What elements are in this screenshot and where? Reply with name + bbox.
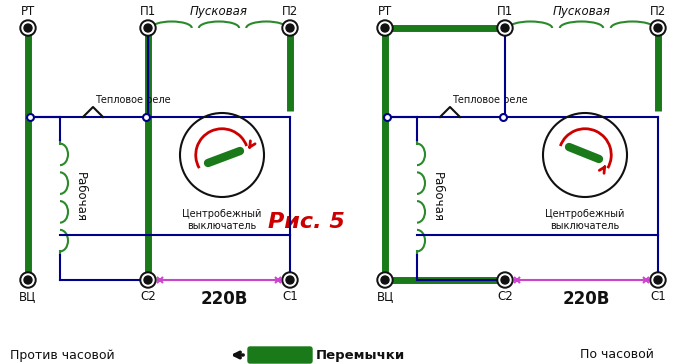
- Circle shape: [654, 276, 662, 284]
- Text: По часовой: По часовой: [580, 348, 654, 361]
- Text: П2: П2: [650, 5, 666, 18]
- Circle shape: [282, 272, 298, 288]
- Circle shape: [284, 274, 296, 286]
- Text: ВЦ: ВЦ: [20, 290, 36, 303]
- Circle shape: [284, 22, 296, 34]
- Circle shape: [499, 274, 511, 286]
- Text: С2: С2: [140, 290, 156, 303]
- Circle shape: [379, 22, 391, 34]
- Text: С2: С2: [497, 290, 513, 303]
- Circle shape: [24, 276, 32, 284]
- Circle shape: [140, 272, 156, 288]
- Circle shape: [22, 274, 34, 286]
- Text: П1: П1: [140, 5, 156, 18]
- Circle shape: [501, 24, 509, 32]
- Text: П1: П1: [497, 5, 513, 18]
- Circle shape: [142, 274, 154, 286]
- Circle shape: [140, 20, 156, 36]
- Circle shape: [377, 20, 393, 36]
- Circle shape: [381, 24, 389, 32]
- Circle shape: [286, 276, 294, 284]
- Text: П2: П2: [282, 5, 298, 18]
- Text: 220В: 220В: [200, 290, 248, 308]
- Circle shape: [652, 274, 664, 286]
- Circle shape: [282, 20, 298, 36]
- Text: Тепловое реле: Тепловое реле: [452, 95, 528, 105]
- Text: Центробежный
выключатель: Центробежный выключатель: [545, 209, 624, 231]
- Text: Пусковая: Пусковая: [190, 5, 248, 18]
- Text: Пусковая: Пусковая: [552, 5, 610, 18]
- Circle shape: [501, 276, 509, 284]
- Text: С1: С1: [650, 290, 666, 303]
- FancyBboxPatch shape: [248, 347, 312, 363]
- Text: РТ: РТ: [21, 5, 35, 18]
- Circle shape: [654, 24, 662, 32]
- Circle shape: [286, 24, 294, 32]
- Circle shape: [144, 276, 152, 284]
- Circle shape: [652, 22, 664, 34]
- Text: Против часовой: Против часовой: [10, 348, 115, 361]
- Text: Рабочая: Рабочая: [431, 173, 444, 222]
- Circle shape: [22, 22, 34, 34]
- Text: РТ: РТ: [378, 5, 392, 18]
- Circle shape: [379, 274, 391, 286]
- Circle shape: [650, 20, 666, 36]
- Text: Центробежный
выключатель: Центробежный выключатель: [182, 209, 262, 231]
- Circle shape: [20, 20, 36, 36]
- Text: Рис. 5: Рис. 5: [268, 212, 345, 232]
- Text: Тепловое реле: Тепловое реле: [95, 95, 171, 105]
- Circle shape: [142, 22, 154, 34]
- Circle shape: [20, 272, 36, 288]
- Text: Перемычки: Перемычки: [316, 348, 405, 361]
- Circle shape: [24, 24, 32, 32]
- Circle shape: [650, 272, 666, 288]
- Text: С1: С1: [282, 290, 298, 303]
- Circle shape: [497, 272, 513, 288]
- Text: 220В: 220В: [563, 290, 610, 308]
- Circle shape: [499, 22, 511, 34]
- Circle shape: [497, 20, 513, 36]
- Text: ВЦ: ВЦ: [377, 290, 393, 303]
- Text: Рабочая: Рабочая: [74, 173, 87, 222]
- Circle shape: [144, 24, 152, 32]
- Circle shape: [377, 272, 393, 288]
- Circle shape: [381, 276, 389, 284]
